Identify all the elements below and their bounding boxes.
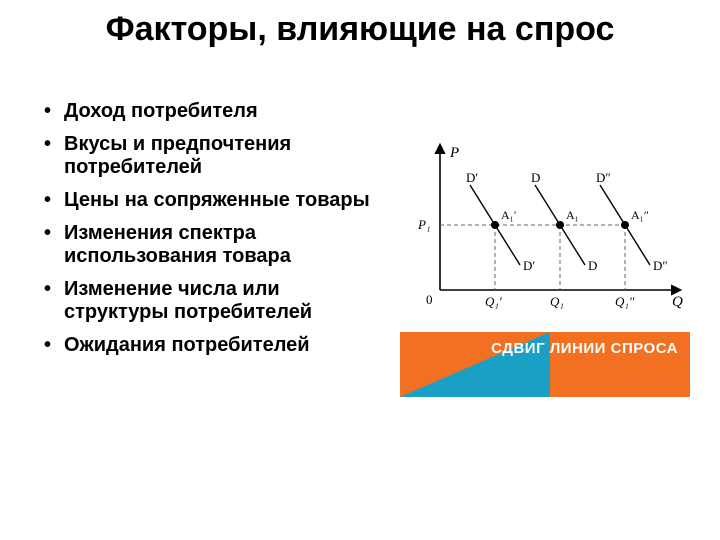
list-item-text: Ожидания потребителей [64,334,310,356]
svg-text:Q₁′: Q₁′ [485,294,502,309]
list-item-text: Изменение числа или структуры потребител… [64,278,312,323]
svg-text:A₁″: A₁″ [631,208,649,222]
slide-title: Факторы, влияющие на спрос [0,10,720,49]
list-item: Вкусы и предпочтения потребителей [40,133,370,179]
svg-text:D″: D″ [596,170,611,185]
list-item: Ожидания потребителей [40,334,370,357]
svg-text:Q₁: Q₁ [550,294,564,309]
slide: Факторы, влияющие на спрос Доход потреби… [0,0,720,540]
svg-text:A₁: A₁ [566,208,579,222]
list-item: Изменение числа или структуры потребител… [40,278,370,324]
svg-text:D″: D″ [653,258,668,273]
list-item-text: Изменения спектра использования товара [64,222,291,267]
svg-text:Q₁″: Q₁″ [615,294,635,309]
svg-text:Q: Q [672,294,683,310]
svg-text:D: D [588,258,597,273]
chart-svg: P Q 0 P₁ D′ D′ A₁′ Q₁′ D D A₁ Q₁ D″ D″ A₁″ Q₁″ [400,130,690,330]
banner-text: СДВИГ ЛИНИИ СПРОСА [491,340,678,357]
bullet-list: Доход потребителя Вкусы и предпочтения п… [40,100,370,367]
svg-text:P₁: P₁ [417,217,430,232]
svg-text:D: D [531,170,540,185]
list-item: Изменения спектра использования товара [40,222,370,268]
list-item-text: Цены на сопряженные товары [64,189,370,211]
demand-shift-banner: СДВИГ ЛИНИИ СПРОСА [400,332,690,397]
list-item-text: Доход потребителя [64,100,258,122]
svg-text:P: P [449,145,459,161]
svg-text:A₁′: A₁′ [501,208,517,222]
list-item: Доход потребителя [40,100,370,123]
list-item-text: Вкусы и предпочтения потребителей [64,133,291,178]
svg-text:D′: D′ [523,258,535,273]
demand-shift-chart: P Q 0 P₁ D′ D′ A₁′ Q₁′ D D A₁ Q₁ D″ D″ A₁″ Q₁″ [400,130,690,330]
list-item: Цены на сопряженные товары [40,189,370,212]
svg-text:0: 0 [426,292,433,307]
svg-text:D′: D′ [466,170,478,185]
